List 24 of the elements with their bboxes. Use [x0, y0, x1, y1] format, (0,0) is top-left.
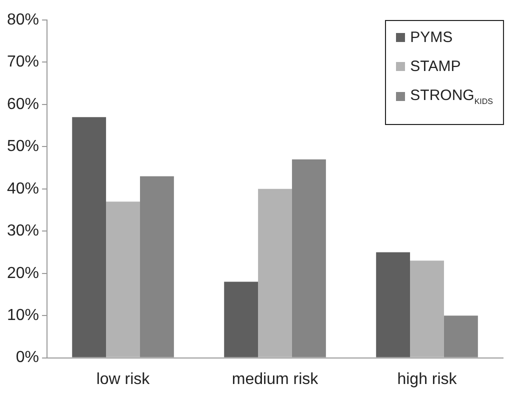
legend-label: PYMS: [410, 29, 453, 46]
y-tick-label: 30%: [6, 222, 40, 240]
y-tick-label: 50%: [6, 138, 40, 156]
legend-label: STRONG$_{KIDS}$: [410, 87, 493, 106]
y-tick-label: 60%: [6, 96, 40, 113]
bar: [224, 282, 258, 358]
x-tick-label: low risk: [96, 370, 151, 388]
bar: [410, 260, 444, 358]
y-tick-label: 40%: [6, 180, 40, 198]
y-tick-label: 20%: [6, 264, 40, 282]
bar: [376, 252, 410, 358]
bar: [72, 117, 106, 358]
bar: [106, 202, 140, 358]
y-tick-label: 80%: [6, 11, 40, 28]
bar: [140, 176, 174, 358]
bar: [258, 188, 292, 358]
x-tick-label: medium risk: [232, 370, 320, 388]
y-tick-label: 0%: [16, 349, 40, 366]
bar: [292, 159, 326, 358]
y-tick-label: 10%: [6, 306, 40, 324]
legend-label: STAMP: [410, 58, 461, 75]
x-tick-label: high risk: [397, 370, 458, 388]
y-tick-label: 70%: [6, 54, 40, 71]
bar: [444, 316, 478, 358]
